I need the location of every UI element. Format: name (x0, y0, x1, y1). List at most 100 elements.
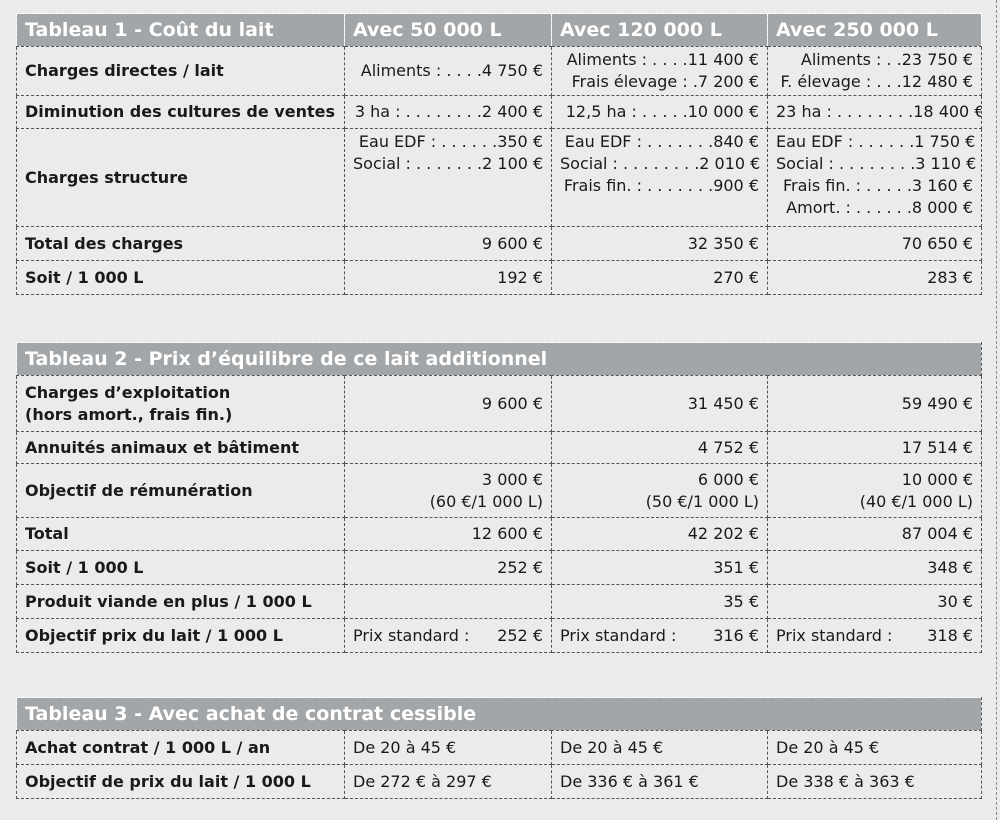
cell-diminution-250000: 23 ha : . . . . . . . .18 400 € (767, 95, 982, 129)
cell-line: Frais fin. : . . . . .3 160 € (783, 176, 973, 195)
cell-achat-120000: De 20 à 45 € (551, 730, 768, 765)
cell-line: Frais fin. : . . . . . . .900 € (563, 176, 759, 195)
row-label-line: Charges d’exploitation (25, 382, 231, 402)
cell-line: Eau EDF : . . . . . .1 750 € (776, 132, 976, 151)
cell-annuites-50000 (344, 431, 552, 464)
table-row: Objectif de prix du lait / 1 000 L De 27… (16, 764, 983, 799)
cell-line: 6 000 € (697, 469, 759, 489)
row-label-objectif-prix: Objectif prix du lait / 1 000 L (16, 618, 345, 653)
column-header-50000: Avec 50 000 L (344, 13, 552, 47)
row-label-charges-exploitation: Charges d’exploitation (hors amort., fra… (16, 375, 345, 432)
row-label-objectif-remuneration: Objectif de rémunération (16, 463, 345, 518)
cell-total-250000: 87 004 € (766, 517, 983, 551)
table-row: Total 12 600 € 42 202 € 87 004 € (16, 517, 983, 551)
cell-line: F. élevage : . . .12 480 € (780, 72, 973, 91)
prix-standard-label: Prix standard : (776, 625, 893, 645)
prix-standard-value: 318 € (927, 625, 974, 645)
cell-total-120000: 42 202 € (551, 517, 768, 551)
row-label-total: Total (16, 517, 345, 551)
cell-achat-250000: De 20 à 45 € (766, 730, 983, 765)
table-prix-equilibre: Tableau 2 - Prix d’équilibre de ce lait … (15, 342, 983, 653)
table-row: Total des charges 9 600 € 32 350 € 70 65… (16, 226, 982, 261)
cell-soit-120000: 270 € (551, 260, 768, 295)
cell-line: (60 €/1 000 L) (429, 491, 543, 511)
cell-remuneration-50000: 3 000 € (60 €/1 000 L) (344, 463, 552, 518)
prix-standard-value: 252 € (497, 625, 543, 645)
cell-remuneration-120000: 6 000 € (50 €/1 000 L) (551, 463, 768, 518)
cell-line: Amort. : . . . . . .8 000 € (786, 198, 973, 217)
cell-objectif-250000: De 338 € à 363 € (766, 764, 983, 799)
cell-achat-50000: De 20 à 45 € (344, 730, 552, 765)
cell-line: Eau EDF : . . . . . .350 € (358, 132, 543, 151)
table3-title: Tableau 3 - Avec achat de contrat cessib… (15, 697, 983, 731)
table1-title: Tableau 1 - Coût du lait (16, 13, 345, 47)
table-row: Diminution des cultures de ventes 3 ha :… (16, 95, 982, 129)
row-label-charges-structure: Charges structure (16, 128, 345, 227)
row-label-achat-contrat: Achat contrat / 1 000 L / an (16, 730, 345, 765)
cell-structure-120000: Eau EDF : . . . . . . .840 € Social : . … (551, 128, 768, 227)
prix-standard-label: Prix standard : (560, 625, 677, 645)
table-row: Achat contrat / 1 000 L / an De 20 à 45 … (16, 730, 983, 765)
table-cout-du-lait: Tableau 1 - Coût du lait Avec 50 000 L A… (16, 13, 982, 295)
table-row: Soit / 1 000 L 252 € 351 € 348 € (16, 550, 983, 585)
cell-charges-directes-250000: Aliments : . .23 750 € F. élevage : . . … (767, 46, 982, 96)
row-label-produit-viande: Produit viande en plus / 1 000 L (16, 584, 345, 619)
cell-line: Social : . . . . . . . .3 110 € (776, 154, 977, 173)
cell-line: Social : . . . . . . .2 100 € (353, 154, 544, 173)
cell-prix-50000: Prix standard : 252 € (344, 618, 552, 653)
cell-soit2-50000: 252 € (344, 550, 552, 585)
prix-standard-value: 316 € (713, 625, 759, 645)
cell-prix-120000: Prix standard : 316 € (551, 618, 768, 653)
row-label-diminution-cultures: Diminution des cultures de ventes (16, 95, 345, 129)
row-label-objectif-prix-contrat: Objectif de prix du lait / 1 000 L (16, 764, 345, 799)
cell-annuites-120000: 4 752 € (551, 431, 768, 464)
cell-line: Frais élevage : .7 200 € (571, 72, 759, 91)
column-header-120000: Avec 120 000 L (551, 13, 768, 47)
cell-soit2-120000: 351 € (551, 550, 768, 585)
row-label-annuites: Annuités animaux et bâtiment (16, 431, 345, 464)
page-edge-line (996, 0, 1000, 820)
cell-total-charges-120000: 32 350 € (551, 226, 768, 261)
table-row: Produit viande en plus / 1 000 L 35 € 30… (16, 584, 983, 619)
table2-title: Tableau 2 - Prix d’équilibre de ce lait … (15, 342, 983, 376)
cell-viande-120000: 35 € (551, 584, 768, 619)
row-label-soit-1000l: Soit / 1 000 L (16, 260, 345, 295)
table2-header-row: Tableau 2 - Prix d’équilibre de ce lait … (15, 342, 983, 376)
table-row: Charges directes / lait Aliments : . . .… (16, 46, 982, 96)
cell-viande-50000 (344, 584, 552, 619)
row-label-total-charges: Total des charges (16, 226, 345, 261)
table1-header-row: Tableau 1 - Coût du lait Avec 50 000 L A… (16, 13, 982, 47)
cell-prix-250000: Prix standard : 318 € (766, 618, 983, 653)
table3-header-row: Tableau 3 - Avec achat de contrat cessib… (15, 697, 983, 731)
cell-structure-250000: Eau EDF : . . . . . .1 750 € Social : . … (767, 128, 982, 227)
cell-line: Aliments : . .23 750 € (800, 50, 973, 69)
cell-line: (50 €/1 000 L) (645, 491, 759, 511)
cell-line: Aliments : . . . .4 750 € (360, 61, 543, 80)
cell-exploitation-250000: 59 490 € (766, 375, 983, 432)
cell-structure-50000: Eau EDF : . . . . . .350 € Social : . . … (344, 128, 552, 227)
cell-total-charges-250000: 70 650 € (767, 226, 982, 261)
cell-objectif-50000: De 272 € à 297 € (344, 764, 552, 799)
cell-soit2-250000: 348 € (766, 550, 983, 585)
cell-objectif-120000: De 336 € à 361 € (551, 764, 768, 799)
table-row: Soit / 1 000 L 192 € 270 € 283 € (16, 260, 982, 295)
row-label-line: (hors amort., frais fin.) (25, 404, 233, 424)
cell-line: Aliments : . . . .11 400 € (566, 50, 759, 69)
cell-soit-250000: 283 € (767, 260, 982, 295)
cell-charges-directes-50000: Aliments : . . . .4 750 € (344, 46, 552, 96)
cell-exploitation-120000: 31 450 € (551, 375, 768, 432)
table-row: Charges d’exploitation (hors amort., fra… (16, 375, 983, 432)
cell-line: 10 000 € (901, 469, 974, 489)
cell-line: Eau EDF : . . . . . . .840 € (564, 132, 759, 151)
row-label-soit: Soit / 1 000 L (16, 550, 345, 585)
cell-diminution-120000: 12,5 ha : . . . . .10 000 € (551, 95, 768, 129)
cell-remuneration-250000: 10 000 € (40 €/1 000 L) (766, 463, 983, 518)
column-header-250000: Avec 250 000 L (767, 13, 982, 47)
cell-annuites-250000: 17 514 € (766, 431, 983, 464)
cell-soit-50000: 192 € (344, 260, 552, 295)
table-row: Objectif prix du lait / 1 000 L Prix sta… (16, 618, 983, 653)
cell-total-50000: 12 600 € (344, 517, 552, 551)
prix-standard-label: Prix standard : (353, 625, 470, 645)
cell-line: (40 €/1 000 L) (859, 491, 974, 511)
cell-line: 3 000 € (481, 469, 543, 489)
